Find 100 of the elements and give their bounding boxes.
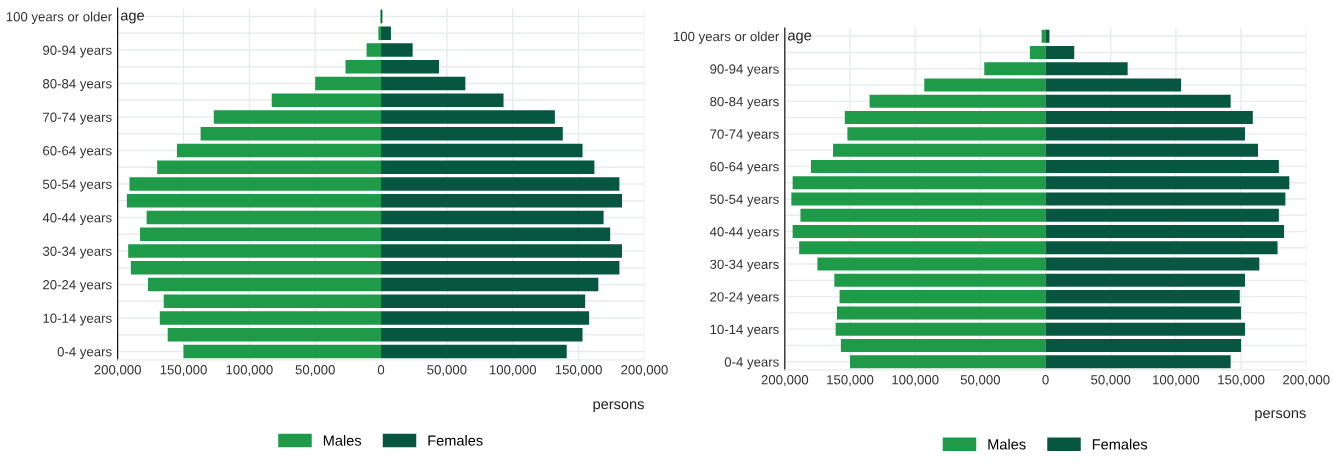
legend-label: Females bbox=[428, 435, 483, 446]
bar bbox=[1045, 192, 1286, 206]
bar bbox=[147, 277, 382, 292]
bar bbox=[381, 210, 604, 225]
y-tick-label: 80-84 years bbox=[710, 96, 779, 109]
bar bbox=[1045, 143, 1259, 157]
bar bbox=[840, 338, 1046, 352]
y-tick-label: 30-34 years bbox=[710, 259, 779, 272]
x-tick-label: 150,000 bbox=[160, 365, 207, 376]
bar bbox=[1045, 290, 1240, 304]
bar bbox=[130, 261, 382, 275]
bar bbox=[378, 26, 382, 40]
bar bbox=[163, 294, 382, 308]
bar bbox=[1045, 45, 1075, 60]
bar bbox=[1045, 338, 1242, 352]
y-tick-label: 50-54 years bbox=[710, 194, 779, 207]
bar bbox=[1045, 78, 1182, 92]
bar bbox=[850, 355, 1046, 369]
bar bbox=[381, 194, 623, 208]
bar bbox=[1045, 273, 1245, 287]
y-tick-label: 100 years or older bbox=[6, 11, 112, 24]
bar bbox=[1045, 159, 1279, 173]
bar bbox=[799, 241, 1046, 255]
bar bbox=[1045, 111, 1253, 125]
x-tick-label: 50,000 bbox=[1091, 375, 1131, 386]
bar bbox=[381, 227, 611, 241]
bar bbox=[1045, 225, 1285, 239]
bar bbox=[800, 208, 1046, 222]
bar bbox=[984, 62, 1046, 76]
x-tick-label: 100,000 bbox=[892, 375, 939, 386]
bar bbox=[381, 311, 590, 325]
bar bbox=[844, 111, 1046, 125]
y-tick-label: 60-64 years bbox=[43, 146, 112, 158]
bar bbox=[381, 177, 620, 191]
bar bbox=[833, 143, 1046, 157]
bar bbox=[924, 78, 1046, 92]
bar bbox=[1045, 241, 1278, 255]
bar bbox=[792, 225, 1046, 239]
y-tick-label: 70-74 years bbox=[710, 129, 779, 142]
bar bbox=[1045, 257, 1260, 271]
bar bbox=[836, 306, 1046, 320]
y-tick-label: 10-14 years bbox=[710, 324, 779, 337]
bar bbox=[159, 311, 382, 325]
bar bbox=[1045, 94, 1231, 108]
bar bbox=[381, 143, 583, 158]
bar bbox=[381, 93, 504, 107]
x-tick-label: 100,000 bbox=[1153, 375, 1200, 386]
bar bbox=[847, 127, 1046, 141]
y-tick-label: 10-14 years bbox=[43, 313, 112, 326]
y-tick-label: 70-74 years bbox=[43, 112, 112, 125]
bar bbox=[381, 127, 563, 141]
bar bbox=[1045, 127, 1245, 141]
x-tick-label: 150,000 bbox=[1218, 375, 1265, 386]
bar bbox=[213, 110, 382, 124]
bar bbox=[176, 143, 382, 158]
y-tick-label: 0-4 years bbox=[724, 357, 779, 370]
bar bbox=[1045, 62, 1128, 76]
bar bbox=[183, 344, 382, 359]
y-axis-title: age bbox=[120, 12, 144, 24]
y-tick-label: 40-44 years bbox=[709, 227, 779, 240]
legend-label: Females bbox=[1092, 438, 1148, 450]
bar bbox=[381, 60, 439, 74]
y-tick-label: 100 years or older bbox=[673, 31, 780, 44]
bar bbox=[791, 192, 1046, 206]
bar bbox=[839, 290, 1046, 304]
bar bbox=[1041, 29, 1046, 43]
y-tick-label: 80-84 years bbox=[43, 79, 112, 91]
bar bbox=[315, 76, 382, 91]
bar bbox=[1045, 176, 1290, 190]
bar bbox=[381, 344, 567, 359]
bar bbox=[1029, 45, 1046, 60]
x-tick-label: 200,000 bbox=[621, 365, 668, 376]
bar bbox=[810, 159, 1046, 173]
bar bbox=[128, 244, 382, 258]
bar bbox=[381, 261, 620, 275]
bar bbox=[200, 127, 382, 141]
bar bbox=[834, 273, 1046, 287]
y-tick-label: 90-94 years bbox=[43, 45, 112, 58]
y-tick-label: 50-54 years bbox=[42, 179, 112, 192]
x-tick-label: 200,000 bbox=[1283, 375, 1330, 386]
bar bbox=[167, 328, 382, 342]
legend-label: Males bbox=[323, 435, 362, 446]
x-tick-label: 100,000 bbox=[489, 365, 537, 376]
x-tick-label: 0 bbox=[377, 365, 385, 375]
x-tick-label: 0 bbox=[1042, 375, 1049, 385]
bar bbox=[140, 227, 382, 241]
x-tick-label: 50,000 bbox=[960, 375, 1001, 386]
bar bbox=[129, 177, 382, 191]
y-tick-label: 60-64 years bbox=[710, 161, 779, 174]
x-tick-label: 150,000 bbox=[555, 365, 602, 376]
x-tick-label: 200,000 bbox=[761, 375, 809, 386]
bar bbox=[381, 43, 413, 57]
bar bbox=[271, 93, 382, 107]
bar bbox=[381, 110, 555, 124]
bar bbox=[126, 194, 382, 208]
bar bbox=[381, 294, 586, 308]
y-tick-label: 20-24 years bbox=[43, 280, 112, 292]
bar bbox=[381, 160, 595, 174]
bar bbox=[869, 94, 1046, 108]
y-tick-label: 0-4 years bbox=[57, 347, 112, 359]
